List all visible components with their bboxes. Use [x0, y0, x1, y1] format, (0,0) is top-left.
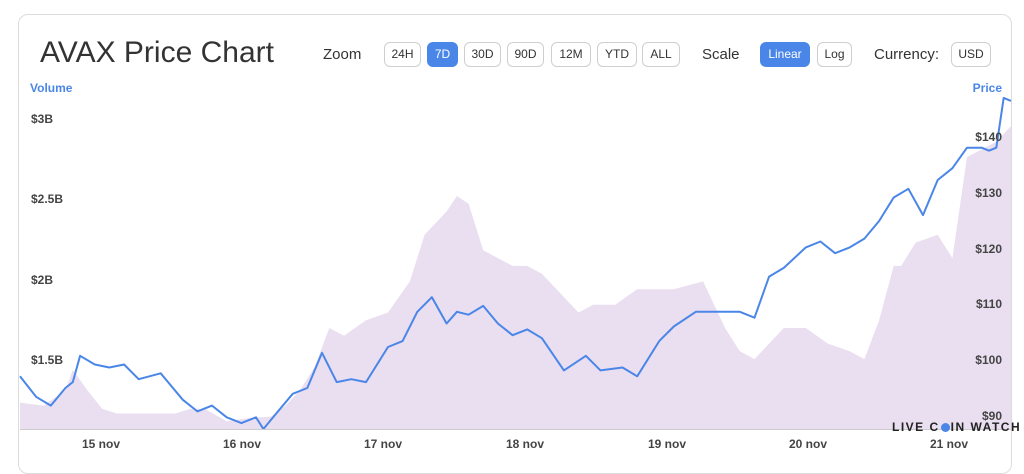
zoom-ytd-button[interactable]: YTD	[597, 42, 637, 67]
currency-label: Currency:	[874, 46, 940, 63]
price-axis-title: Price	[972, 81, 1002, 95]
volume-tick: $1.5B	[31, 353, 64, 367]
scale-log-button[interactable]: Log	[817, 42, 852, 67]
x-tick: 16 nov	[223, 437, 262, 451]
page-title: AVAX Price Chart	[40, 36, 274, 69]
x-tick: 21 nov	[930, 437, 969, 451]
x-tick: 18 nov	[506, 437, 545, 451]
zoom-label: Zoom	[323, 46, 362, 63]
x-tick: 20 nov	[789, 437, 828, 451]
zoom-24h-button[interactable]: 24H	[384, 42, 421, 67]
zoom-12m-button[interactable]: 12M	[551, 42, 591, 67]
price-tick: $100	[975, 353, 1002, 367]
livecoinwatch-logo: LIVE C IN WATCH	[892, 420, 1022, 434]
zoom-90d-button[interactable]: 90D	[507, 42, 544, 67]
x-tick: 17 nov	[364, 437, 403, 451]
zoom-7d-button[interactable]: 7D	[427, 42, 458, 67]
zoom-all-button[interactable]: ALL	[642, 42, 680, 67]
scale-linear-button[interactable]: Linear	[760, 42, 810, 67]
volume-tick: $2.5B	[31, 192, 64, 206]
price-line	[19, 96, 1012, 430]
volume-tick: $3B	[31, 112, 54, 126]
zoom-30d-button[interactable]: 30D	[464, 42, 501, 67]
coin-logo-icon	[940, 423, 950, 432]
price-tick: $110	[975, 297, 1002, 311]
price-tick: $130	[975, 186, 1002, 200]
scale-label: Scale	[702, 46, 740, 63]
volume-axis-title: Volume	[30, 81, 73, 95]
price-tick: $120	[975, 242, 1002, 256]
volume-area	[20, 126, 1011, 429]
currency-select[interactable]: USD	[951, 42, 991, 67]
price-volume-chart[interactable]	[0, 0, 1024, 462]
price-tick: $140	[975, 130, 1002, 144]
price-tick: $90	[981, 409, 1002, 423]
x-tick: 19 nov	[648, 437, 687, 451]
volume-tick: $2B	[31, 273, 54, 287]
x-tick: 15 nov	[82, 437, 121, 451]
